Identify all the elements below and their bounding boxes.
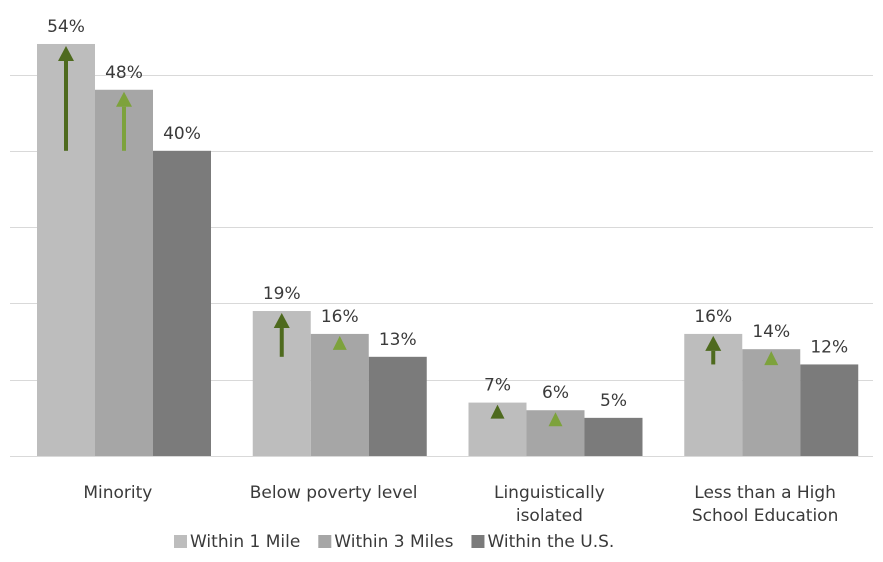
bar: [153, 150, 211, 457]
bar: [742, 349, 801, 456]
arrow-shaft: [64, 60, 68, 151]
data-label: 16%: [321, 307, 359, 327]
category-label: Below poverty level: [250, 483, 418, 503]
category-label-line: School Education: [692, 506, 838, 526]
arrow-up-icon: [58, 45, 74, 61]
data-label: 13%: [379, 330, 417, 350]
data-labels: 54% 19% 7% 16% 48% 16% 6% 14% 40% 13% 5% 12%: [47, 17, 848, 411]
category-label-line: Linguistically: [494, 483, 605, 503]
bar: [800, 364, 859, 456]
category-label-line: Minority: [83, 483, 152, 503]
data-label: 40%: [163, 124, 201, 144]
x-axis: Minority Below poverty level Linguisticall…: [10, 456, 873, 526]
data-label: 16%: [694, 307, 732, 327]
arrow-shaft: [122, 106, 126, 151]
legend-swatch: [471, 535, 485, 548]
legend-swatch: [318, 535, 332, 548]
category-label-line: isolated: [516, 506, 583, 526]
category-label: Less than a High School Education: [692, 483, 838, 526]
legend: Within 1 Mile Within 3 Miles Within the U.…: [174, 532, 614, 552]
arrow-up-icon: [705, 335, 722, 351]
bar: [368, 356, 427, 456]
category-label: Linguistically isolated: [494, 483, 605, 526]
legend-label: Within 3 Miles: [334, 532, 453, 552]
category-label: Minority: [83, 483, 152, 503]
triangle-up-icon: [764, 351, 779, 366]
comparison-arrows: [58, 45, 779, 427]
data-label: 14%: [752, 322, 790, 342]
bar: [584, 417, 643, 456]
legend-label: Within 1 Mile: [190, 532, 300, 552]
triangle-up-icon: [490, 404, 505, 419]
data-label: 54%: [47, 17, 85, 37]
data-label: 19%: [263, 284, 301, 304]
legend-swatch: [174, 535, 187, 548]
arrow-shaft: [279, 328, 284, 357]
triangle-up-icon: [548, 412, 563, 427]
bars: [37, 43, 859, 457]
legend-label: Within the U.S.: [487, 532, 614, 552]
bar: [310, 333, 369, 456]
category-label-line: Below poverty level: [250, 483, 418, 503]
data-label: 6%: [542, 383, 569, 403]
arrow-up-icon: [273, 313, 290, 329]
data-label: 5%: [600, 391, 627, 411]
data-label: 7%: [484, 376, 511, 396]
category-label-line: Less than a High: [694, 483, 836, 503]
arrow-up-icon: [116, 91, 132, 107]
arrow-shaft: [711, 350, 716, 365]
data-label: 48%: [105, 63, 143, 83]
data-label: 12%: [810, 337, 848, 357]
triangle-up-icon: [332, 335, 347, 350]
